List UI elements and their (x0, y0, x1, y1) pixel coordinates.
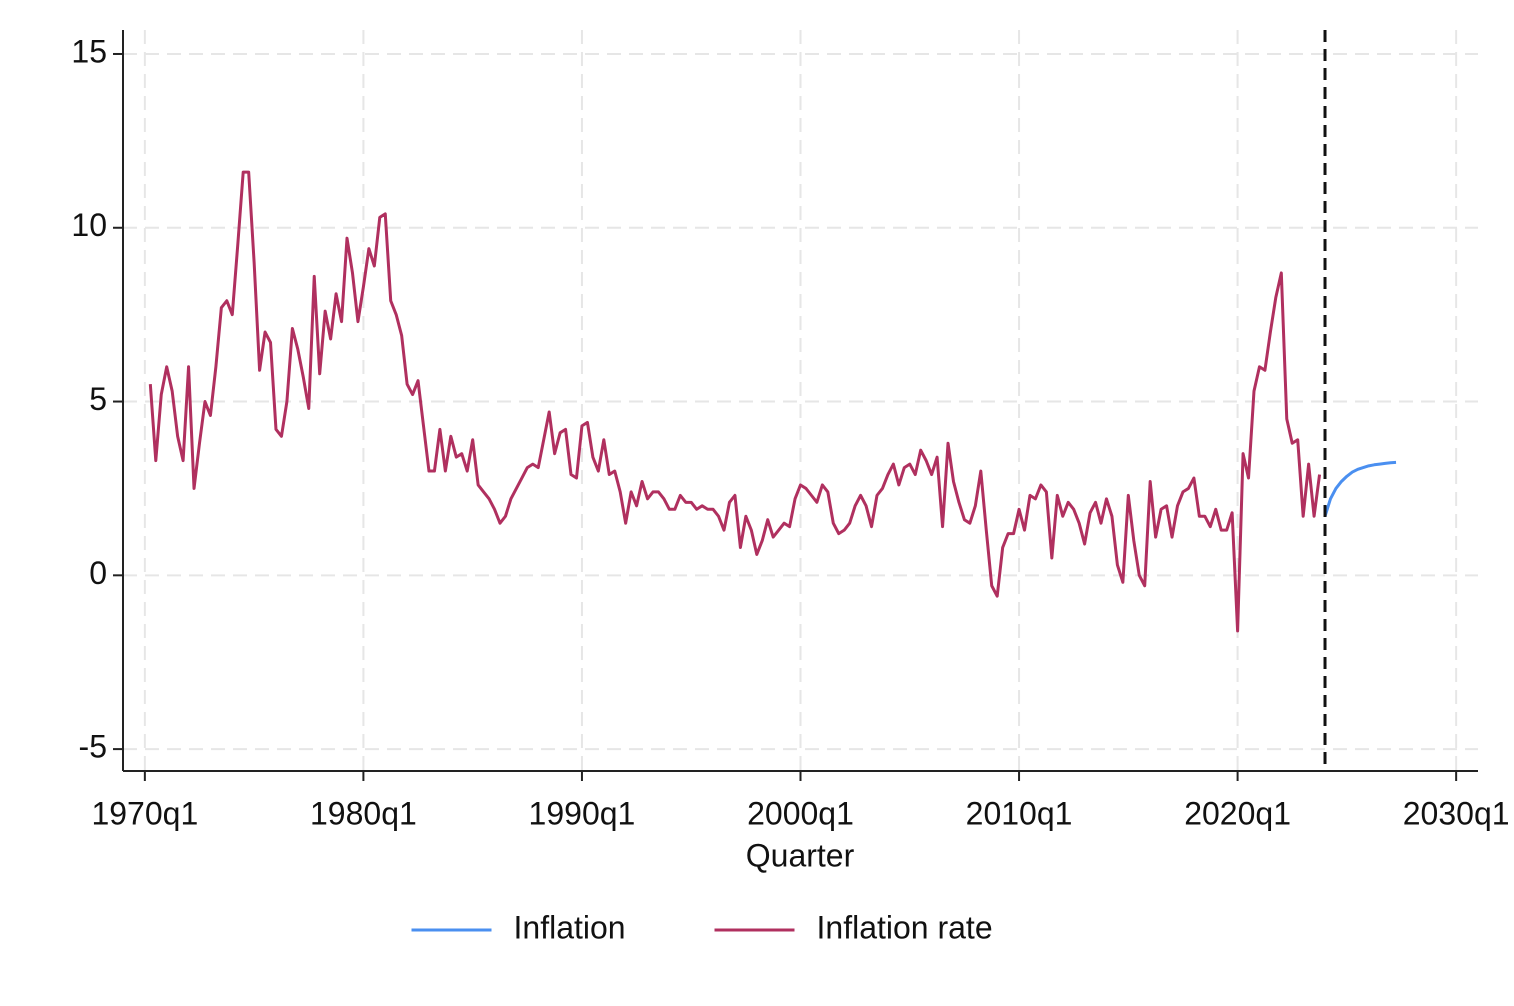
y-tick-label: -5 (79, 729, 107, 765)
x-axis-label: Quarter (746, 837, 855, 873)
series-line (1323, 460, 1397, 517)
x-tick-label: 1970q1 (91, 795, 198, 831)
y-tick-label: 5 (89, 381, 107, 417)
x-tick-label: 2020q1 (1184, 795, 1291, 831)
legend-label: Inflation (514, 909, 626, 945)
x-tick-label: 2000q1 (747, 795, 854, 831)
x-tick-label: 2030q1 (1403, 795, 1510, 831)
x-tick-label: 1980q1 (310, 795, 417, 831)
y-tick-label: 15 (71, 33, 107, 69)
y-tick-label: 0 (89, 555, 107, 591)
y-tick-label: 10 (71, 207, 107, 243)
series-line (148, 170, 1322, 633)
x-tick-label: 2010q1 (966, 795, 1073, 831)
x-tick-label: 1990q1 (529, 795, 636, 831)
legend-label: Inflation rate (817, 909, 993, 945)
